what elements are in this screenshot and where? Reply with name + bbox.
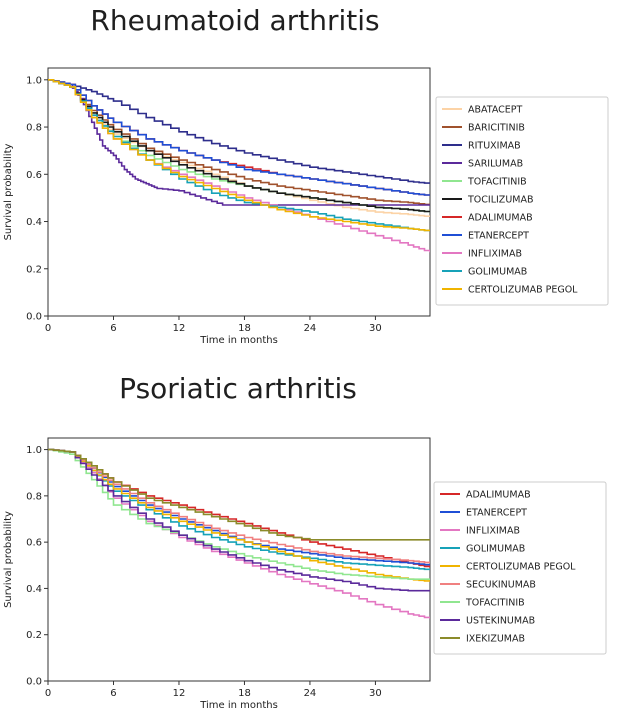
legend-label-etanercept: ETANERCEPT — [466, 508, 527, 519]
legend-label-golimumab: GOLIMUMAB — [468, 267, 527, 278]
legend-label-golimumab: GOLIMUMAB — [466, 544, 525, 555]
legend-label-rituximab: RITUXIMAB — [468, 141, 521, 152]
series-line-etanercept — [48, 79, 430, 196]
legend-box — [435, 96, 609, 306]
y-tick-label: 0.4 — [26, 217, 42, 228]
x-tick-label: 18 — [238, 323, 251, 334]
x-tick-label: 0 — [45, 323, 51, 334]
y-axis-label: Survival probability — [3, 143, 14, 240]
legend-label-tocilizumab: TOCILIZUMAB — [467, 195, 533, 206]
legend-label-tofacitinib: TOFACITINIB — [467, 177, 527, 188]
y-tick-label: 0.8 — [26, 491, 42, 502]
legend-label-ixekizumab: IXEKIZUMAB — [466, 634, 525, 645]
plot-area — [47, 67, 431, 317]
y-tick-label: 0.4 — [26, 584, 42, 595]
chart-psoriatic-arthritis: 0.0 0.2 0.4 0.6 0.8 1.0 0 6 12 18 24 30 Time in mont… — [3, 437, 607, 711]
legend-label-certolizumab-pegol: CERTOLIZUMAB PEGOL — [468, 285, 578, 296]
x-tick-label: 12 — [173, 688, 186, 699]
series-line-certolizumab-pegol — [48, 79, 430, 232]
x-tick-label: 0 — [45, 688, 51, 699]
y-tick-label: 0.2 — [26, 630, 42, 641]
legend-label-certolizumab-pegol: CERTOLIZUMAB PEGOL — [466, 562, 576, 573]
y-axis-label: Survival probability — [3, 511, 14, 608]
y-tick-label: 0.6 — [26, 170, 42, 181]
legend-label-etanercept: ETANERCEPT — [468, 231, 529, 242]
y-tick-label: 0.6 — [26, 538, 42, 549]
series-line-ustekinumab — [48, 448, 430, 592]
y-tick-label: 1.0 — [26, 445, 42, 456]
legend-label-abatacept: ABATACEPT — [468, 105, 523, 116]
x-tick-label: 6 — [110, 688, 116, 699]
x-axis-label: Time in months — [199, 335, 278, 346]
legend-label-tofacitinib: TOFACITINIB — [465, 598, 525, 609]
x-tick-label: 18 — [238, 688, 251, 699]
y-tick-label: 0.8 — [26, 123, 42, 134]
y-tick-label: 0.0 — [26, 312, 42, 323]
series-line-rituximab — [48, 79, 430, 184]
legend-box — [433, 481, 607, 655]
x-tick-label: 12 — [173, 323, 186, 334]
x-tick-label: 6 — [110, 323, 116, 334]
legend-label-adalimumab: ADALIMUMAB — [468, 213, 533, 224]
legend-label-infliximab: INFLIXIMAB — [466, 526, 520, 537]
y-tick-label: 0.0 — [26, 677, 42, 688]
legend-label-baricitinib: BARICITINIB — [468, 123, 525, 134]
x-tick-label: 24 — [304, 323, 317, 334]
chart-title-psoriatic: Psoriatic arthritis — [119, 372, 357, 405]
series-line-baricitinib — [48, 79, 430, 206]
chart-title-rheumatoid: Rheumatoid arthritis — [90, 4, 380, 37]
legend-label-infliximab: INFLIXIMAB — [468, 249, 522, 260]
y-tick-label: 0.2 — [26, 264, 42, 275]
chart-rheumatoid-arthritis: 0.0 0.2 0.4 0.6 0.8 1.0 0 6 12 18 24 30 Time in mont… — [3, 67, 609, 346]
x-axis-label: Time in months — [199, 700, 278, 711]
y-tick-label: 1.0 — [26, 75, 42, 86]
x-tick-label: 24 — [304, 688, 317, 699]
series-line-ixekizumab — [48, 448, 430, 541]
legend-label-secukinumab: SECUKINUMAB — [466, 580, 536, 591]
x-tick-label: 30 — [369, 323, 382, 334]
x-tick-label: 30 — [369, 688, 382, 699]
legend-label-adalimumab: ADALIMUMAB — [466, 490, 531, 501]
legend-label-ustekinumab: USTEKINUMAB — [466, 616, 535, 627]
legend-label-sarilumab: SARILUMAB — [468, 159, 523, 170]
